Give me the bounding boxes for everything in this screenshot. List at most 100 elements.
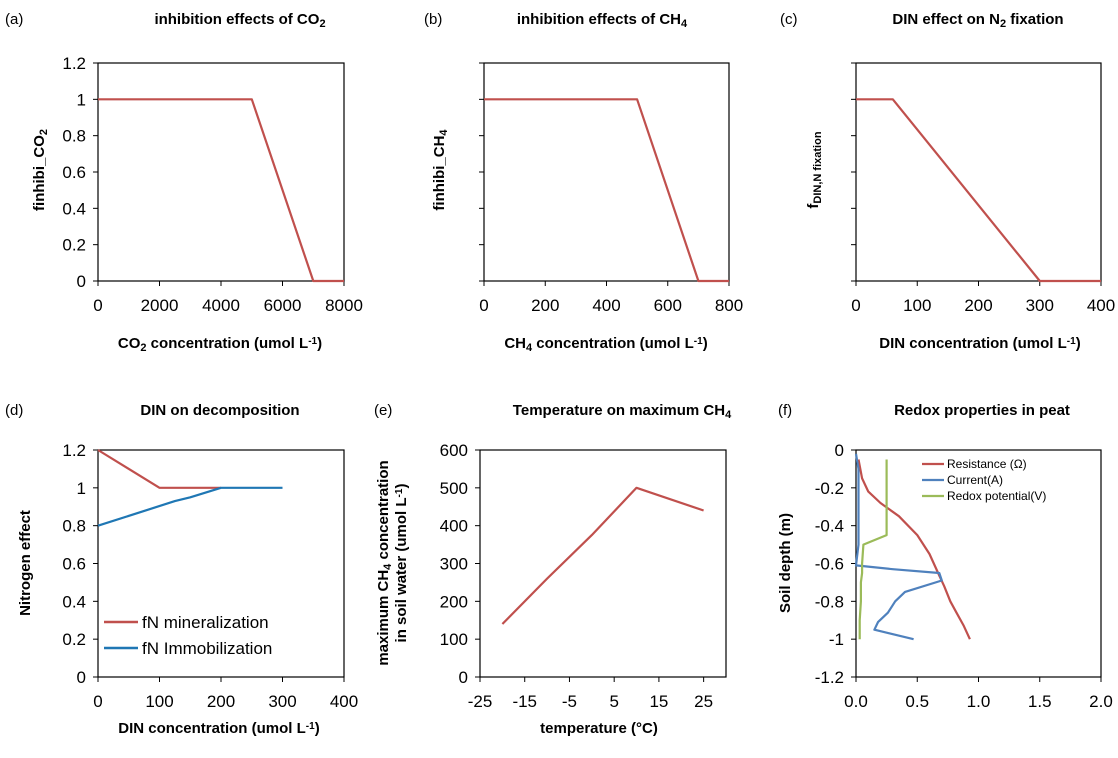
series-line-a-0 xyxy=(98,98,344,283)
x-tick-label: 300 xyxy=(1026,296,1054,315)
x-tick-label: 0 xyxy=(93,296,102,315)
panel-label: (c) xyxy=(780,11,798,28)
chart-title: Temperature on maximum CH4 xyxy=(513,402,732,421)
y-axis-label: finhibi_CO2 xyxy=(31,129,50,211)
chart-title: inhibition effects of CO2 xyxy=(154,11,325,30)
y-tick-label: 0 xyxy=(77,668,86,687)
y-tick-label: 600 xyxy=(440,441,468,460)
x-axis-label: DIN concentration (umol L-1) xyxy=(879,335,1080,352)
chart-panel-c: (c) DIN effect on N2 fixation 0 100 200 300 40… xyxy=(780,11,1115,352)
title-text: inhibition effects of CO xyxy=(154,11,319,28)
y-label-subscript: DIN,N fixation xyxy=(812,131,824,203)
x-tick-label: 800 xyxy=(715,296,743,315)
series-line-e-0 xyxy=(501,486,704,625)
series-line-d-1 xyxy=(97,486,283,527)
legend-label: fN Immobilization xyxy=(142,639,272,658)
x-tick-label: 600 xyxy=(654,296,682,315)
plot-frame xyxy=(479,449,727,678)
title-tail: fixation xyxy=(1006,11,1064,28)
x-tick-label: 200 xyxy=(964,296,992,315)
legend-label: Resistance (Ω) xyxy=(947,457,1027,471)
x-tick-label: 0.0 xyxy=(844,692,868,711)
y-label-text: in soil water (umol L xyxy=(393,497,410,642)
y-tick-label: 1 xyxy=(77,90,86,109)
x-label-end: ) xyxy=(703,335,708,352)
title-subscript: 4 xyxy=(725,409,732,421)
y-axis-label: Nitrogen effect xyxy=(17,510,34,616)
legend-label: fN mineralization xyxy=(142,613,269,632)
chart-title: inhibition effects of CH4 xyxy=(517,11,688,30)
x-label-text: CH xyxy=(504,335,526,352)
y-tick-label: 0 xyxy=(835,441,844,460)
panel-label: (b) xyxy=(424,11,442,28)
x-tick-label: 100 xyxy=(903,296,931,315)
x-axis-label: DIN concentration (umol L-1) xyxy=(118,720,319,737)
y-label-subscript: 4 xyxy=(438,129,450,136)
y-tick-label: -0.6 xyxy=(815,555,844,574)
x-label-text: temperature (°C) xyxy=(540,720,658,737)
y-tick-label: 0 xyxy=(77,272,86,291)
title-text: inhibition effects of CH xyxy=(517,11,681,28)
y-axis-label: Soil depth (m) xyxy=(777,513,794,613)
x-tick-label: -25 xyxy=(468,692,493,711)
x-tick-label: 400 xyxy=(592,296,620,315)
y-tick-label: 300 xyxy=(440,555,468,574)
x-tick-label: 400 xyxy=(330,692,358,711)
y-tick-label: -1 xyxy=(829,630,844,649)
title-text: Redox properties in peat xyxy=(894,402,1070,419)
y-axis-label: fDIN,N fixation xyxy=(805,131,824,208)
x-label-superscript: -1 xyxy=(306,721,315,732)
x-label-text: CO xyxy=(118,335,141,352)
x-tick-label: 200 xyxy=(531,296,559,315)
y-tick-label: 0.2 xyxy=(62,236,86,255)
y-axis-label-line1: maximum CH4 concentration xyxy=(375,460,394,665)
series-line-f-1 xyxy=(854,453,943,641)
x-label-text: DIN concentration (umol L xyxy=(118,720,306,737)
y-label-text: finhibi_CH xyxy=(431,136,448,211)
legend-label: Current(A) xyxy=(947,473,1003,487)
x-label-tail: concentration (umol L xyxy=(147,335,309,352)
y-label-superscript: -1 xyxy=(394,488,405,497)
y-label-text: Nitrogen effect xyxy=(17,510,34,616)
y-tick-label: 0.2 xyxy=(62,630,86,649)
y-label-text: f xyxy=(805,203,822,209)
y-tick-label: 0.4 xyxy=(62,592,86,611)
x-tick-label: 100 xyxy=(145,692,173,711)
y-tick-label: 200 xyxy=(440,592,468,611)
y-tick-label: -0.8 xyxy=(815,592,844,611)
x-label-subscript: 4 xyxy=(526,342,533,354)
x-label-end: ) xyxy=(315,720,320,737)
x-tick-label: 0 xyxy=(93,692,102,711)
title-subscript: 2 xyxy=(319,18,325,30)
x-label-end: ) xyxy=(1076,335,1081,352)
y-label-end: ) xyxy=(393,484,410,489)
chart-panel-a: (a) inhibition effects of CO200.20.40.60.… xyxy=(5,11,363,354)
x-tick-label: 5 xyxy=(609,692,618,711)
y-tick-label: 0.8 xyxy=(62,517,86,536)
x-tick-label: 1.0 xyxy=(967,692,991,711)
x-tick-label: 400 xyxy=(1087,296,1115,315)
plot-frame xyxy=(97,62,345,282)
y-tick-label: 1.2 xyxy=(62,54,86,73)
x-tick-label: 200 xyxy=(207,692,235,711)
x-label-superscript: -1 xyxy=(308,336,317,347)
chart-title: DIN effect on N2 fixation xyxy=(892,11,1063,30)
y-tick-label: 1.2 xyxy=(62,441,86,460)
y-label-tail: concentration xyxy=(375,460,392,563)
y-tick-label: -0.2 xyxy=(815,479,844,498)
x-axis-label: CH4 concentration (umol L-1) xyxy=(504,335,707,354)
y-axis-label: finhibi_CH4 xyxy=(431,129,450,211)
y-label-text: finhibi_CO xyxy=(31,135,48,211)
y-tick-label: 500 xyxy=(440,479,468,498)
y-tick-label: 0.6 xyxy=(62,163,86,182)
x-tick-label: 2000 xyxy=(141,296,179,315)
x-tick-label: 8000 xyxy=(325,296,363,315)
title-text: Temperature on maximum CH xyxy=(513,402,725,419)
x-tick-label: 0 xyxy=(851,296,860,315)
y-label-text: maximum CH xyxy=(375,570,392,666)
y-tick-label: -0.4 xyxy=(815,517,844,536)
panel-label: (a) xyxy=(5,11,23,28)
x-tick-label: 0.5 xyxy=(905,692,929,711)
